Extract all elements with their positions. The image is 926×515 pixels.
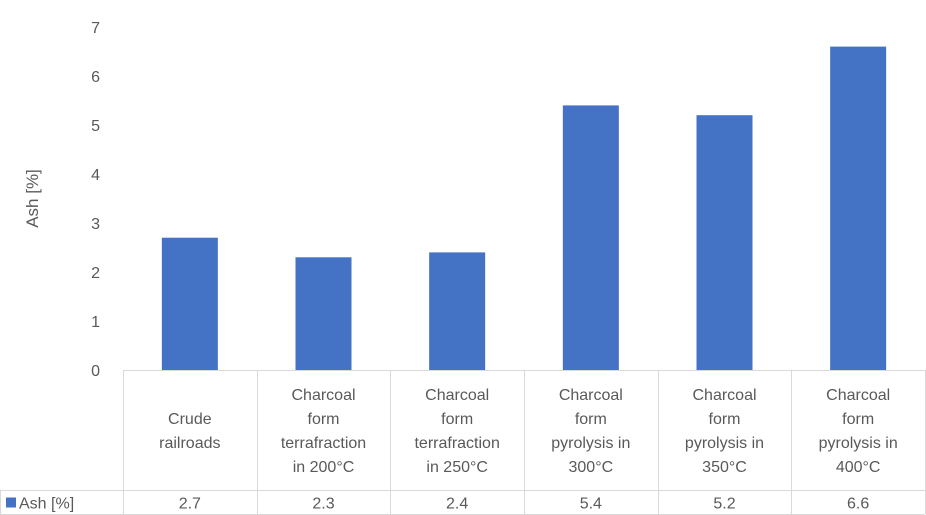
bars — [161, 46, 887, 371]
data-table-value: 2.7 — [179, 496, 201, 513]
category-label-line: pyrolysis in — [685, 435, 764, 452]
category-labels: Crude railroads Charcoal form terrafraction i… — [159, 387, 898, 476]
y-tick-label: 5 — [91, 118, 100, 135]
y-tick-label: 3 — [91, 216, 100, 233]
bar — [295, 257, 352, 370]
category-label: Crude railroads — [159, 411, 220, 452]
category-label-line: Charcoal — [425, 387, 489, 404]
bar — [830, 46, 887, 370]
category-label: Charcoal form pyrolysis in 300°C — [551, 387, 630, 476]
data-table-legend: Ash [%] — [6, 496, 74, 513]
category-label: Charcoal form pyrolysis in 350°C — [685, 387, 764, 476]
category-label-line: 400°C — [836, 459, 881, 476]
data-table-value: 5.2 — [713, 496, 735, 513]
y-tick-label: 2 — [91, 265, 100, 282]
category-label-line: form — [575, 411, 607, 428]
category-label-line: 300°C — [569, 459, 614, 476]
category-label-line: form — [842, 411, 874, 428]
y-tick-labels: 0 1 2 3 4 5 6 7 — [91, 20, 100, 380]
category-label-line: Charcoal — [692, 387, 756, 404]
category-label-line: 350°C — [702, 459, 747, 476]
category-label-line: form — [709, 411, 741, 428]
legend-label: Ash [%] — [19, 496, 74, 513]
y-tick-label: 0 — [91, 363, 100, 380]
data-table-values: 2.7 2.3 2.4 5.4 5.2 6.6 — [179, 496, 870, 513]
y-tick-label: 4 — [91, 167, 100, 184]
category-label-line: terrafraction — [414, 435, 499, 452]
category-label-line: terrafraction — [281, 435, 366, 452]
bar — [696, 115, 753, 370]
category-label-line: form — [308, 411, 340, 428]
category-label-line: form — [441, 411, 473, 428]
data-table-value: 5.4 — [580, 496, 602, 513]
legend-key — [6, 497, 16, 508]
category-label: Charcoal form terrafraction in 250°C — [414, 387, 499, 476]
category-label-line: Crude — [168, 411, 212, 428]
category-label-line: pyrolysis in — [551, 435, 630, 452]
data-table-value: 6.6 — [847, 496, 869, 513]
category-label: Charcoal form terrafraction in 200°C — [281, 387, 366, 476]
y-axis-title: Ash [%] — [23, 169, 42, 228]
y-tick-label: 7 — [91, 20, 100, 37]
category-label-line: pyrolysis in — [819, 435, 898, 452]
category-label-line: railroads — [159, 435, 220, 452]
y-tick-label: 1 — [91, 314, 100, 331]
category-label-line: Charcoal — [559, 387, 623, 404]
y-tick-label: 6 — [91, 69, 100, 86]
data-table-value: 2.3 — [312, 496, 334, 513]
bar — [429, 252, 486, 370]
bar — [562, 105, 619, 371]
category-label-line: Charcoal — [291, 387, 355, 404]
category-label-line: in 200°C — [293, 459, 355, 476]
bar — [161, 237, 218, 370]
category-label-line: in 250°C — [426, 459, 488, 476]
data-table-value: 2.4 — [446, 496, 468, 513]
category-label-line: Charcoal — [826, 387, 890, 404]
category-label: Charcoal form pyrolysis in 400°C — [819, 387, 898, 476]
